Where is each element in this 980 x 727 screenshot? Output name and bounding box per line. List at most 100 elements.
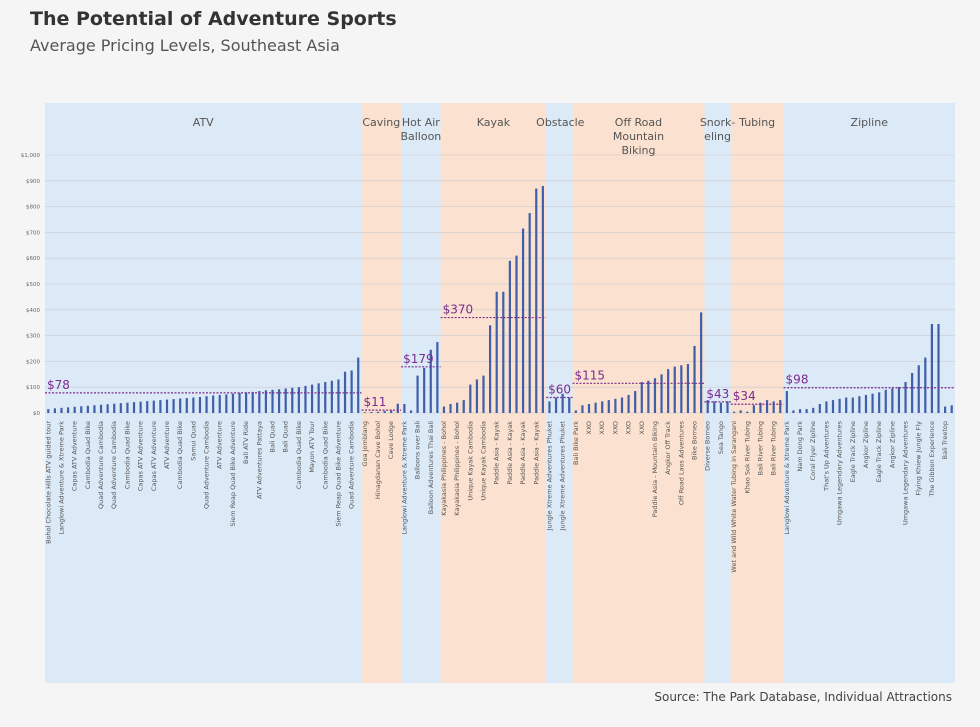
bar bbox=[924, 357, 927, 413]
y-tick-label: $300 bbox=[26, 334, 40, 340]
bar bbox=[119, 403, 122, 413]
bar bbox=[198, 397, 202, 413]
bar bbox=[99, 404, 103, 413]
bar bbox=[779, 400, 782, 413]
grid: $0 $100 $200 $300 $400 $500 $600 $700 $800 $900 $1… bbox=[21, 153, 955, 417]
bar bbox=[713, 401, 716, 413]
group-band bbox=[783, 103, 955, 683]
x-tick-label: Siem Reap Quad Bike Adventure bbox=[229, 421, 237, 527]
bar bbox=[746, 411, 749, 413]
x-tick-label: Kayakasia Philippines - Bohol bbox=[453, 421, 461, 516]
bar bbox=[113, 403, 116, 413]
bar bbox=[225, 394, 228, 413]
bar bbox=[442, 406, 446, 413]
bar bbox=[937, 323, 940, 413]
group-label: Snork- eling bbox=[699, 116, 736, 143]
bar bbox=[185, 398, 188, 413]
bar bbox=[416, 375, 419, 413]
bar bbox=[521, 228, 525, 413]
bar bbox=[86, 405, 89, 413]
bar bbox=[785, 391, 788, 413]
x-tick-label: Capas ATV Adventure bbox=[150, 421, 158, 491]
bar bbox=[930, 323, 934, 413]
bar bbox=[310, 384, 314, 413]
bar bbox=[897, 387, 901, 413]
bar bbox=[601, 401, 604, 413]
bar bbox=[732, 411, 736, 413]
bar bbox=[60, 407, 63, 413]
x-tick-label: Langlowi Adventure & Xtreme Park bbox=[400, 421, 408, 535]
bar bbox=[660, 374, 663, 413]
bar bbox=[47, 409, 50, 413]
average-label: $34 bbox=[733, 389, 756, 403]
bar bbox=[765, 400, 769, 413]
group-label: Kayak bbox=[476, 116, 511, 129]
x-tick-label: XXO bbox=[638, 421, 646, 435]
group-label: Tubing bbox=[739, 116, 776, 129]
bar bbox=[251, 391, 254, 413]
bar bbox=[845, 397, 848, 413]
x-tick-label: Paddle Asia - Kayak bbox=[532, 421, 540, 485]
y-tick-label: $200 bbox=[26, 359, 40, 365]
bar bbox=[884, 389, 887, 413]
bar bbox=[653, 378, 657, 413]
bar bbox=[271, 389, 274, 413]
bar bbox=[383, 410, 386, 413]
x-tick-label: Eagle Track Zipline bbox=[849, 421, 857, 482]
bar bbox=[620, 397, 624, 413]
group-label: Off Road Mountain Biking bbox=[612, 116, 665, 157]
bar bbox=[772, 401, 775, 413]
bar bbox=[719, 402, 723, 413]
bar bbox=[667, 369, 670, 413]
chart-subtitle: Average Pricing Levels, Southeast Asia bbox=[30, 36, 340, 55]
bar bbox=[706, 400, 709, 413]
bar bbox=[350, 370, 353, 413]
bar bbox=[864, 394, 868, 413]
bar bbox=[798, 409, 802, 413]
x-tick-label: Unique Kayak Cambodia bbox=[480, 421, 488, 501]
x-tick-label: Kayakasia Philippines - Bohol bbox=[440, 421, 448, 516]
average-label: $78 bbox=[47, 378, 70, 392]
bar bbox=[489, 325, 492, 413]
bar bbox=[245, 392, 248, 413]
bar bbox=[561, 393, 564, 413]
group-band bbox=[546, 103, 573, 683]
group-band bbox=[401, 103, 441, 683]
bar bbox=[693, 345, 696, 413]
x-tick-label: Paddle Asia - Kayak bbox=[519, 421, 527, 485]
x-tick-label: Wet and Wild White Water Tubing in Saran… bbox=[730, 421, 738, 573]
bar bbox=[627, 394, 630, 413]
x-tick-label: Mayon ATV Tour bbox=[308, 421, 316, 473]
bar bbox=[812, 407, 815, 413]
bar bbox=[192, 397, 195, 413]
x-tick-label: Angkor Zipline bbox=[888, 421, 896, 468]
bar bbox=[508, 260, 511, 413]
bar bbox=[469, 384, 472, 413]
bar bbox=[423, 367, 426, 413]
x-tick-label: Langlowi Adventure & Xtreme Park bbox=[57, 421, 65, 535]
bar bbox=[911, 373, 914, 413]
bar bbox=[726, 401, 729, 413]
bar bbox=[343, 371, 347, 413]
y-tick-label: $800 bbox=[26, 205, 40, 211]
average-label: $370 bbox=[443, 303, 474, 317]
bar bbox=[132, 402, 136, 413]
bar bbox=[152, 400, 155, 413]
x-tick-label: Hinagdanan Cave Bohol bbox=[374, 421, 382, 499]
average-label: $11 bbox=[364, 395, 387, 409]
x-tick-label: Bali River Tubing bbox=[770, 421, 778, 475]
bar bbox=[587, 403, 591, 413]
bar bbox=[357, 357, 360, 413]
bar bbox=[634, 391, 637, 413]
group-band bbox=[704, 103, 731, 683]
x-tick-label: ATV Adventure bbox=[163, 421, 171, 469]
x-tick-label: Bali Treetop bbox=[941, 421, 949, 459]
bar bbox=[284, 388, 287, 413]
average-label: $179 bbox=[403, 352, 434, 366]
average-label: $60 bbox=[548, 383, 571, 397]
group-label: ATV bbox=[192, 116, 214, 129]
x-tick-label: Capas ATV Adventure bbox=[71, 421, 79, 491]
average-label: $43 bbox=[706, 387, 729, 401]
